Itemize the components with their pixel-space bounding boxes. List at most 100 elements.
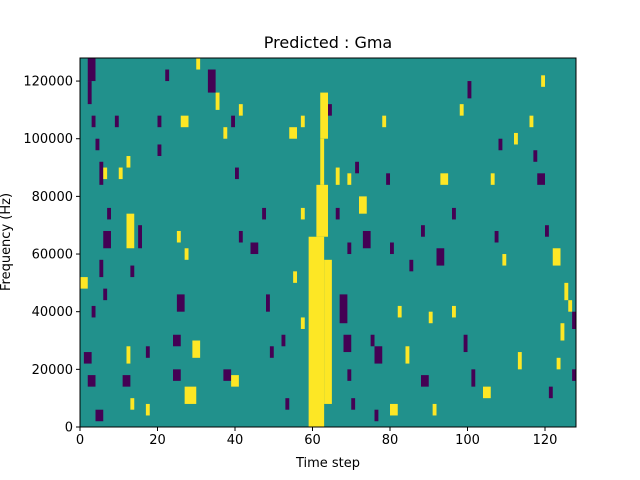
heatmap-cell-91 [452, 305, 456, 318]
heatmap-cell-98 [490, 173, 495, 185]
heatmap-cell-68 [347, 242, 352, 255]
heatmap-cell-32 [176, 294, 185, 312]
heatmap-cell-99 [494, 230, 499, 243]
heatmap-cell-86 [421, 375, 429, 387]
heatmap-cell-85 [421, 225, 425, 237]
heatmap-cell-43 [235, 167, 239, 180]
x-tick-label-2: 40 [227, 433, 244, 448]
heatmap-cell-39 [215, 92, 220, 110]
heatmap-cell-9 [103, 288, 108, 301]
x-tick-label-3: 60 [304, 433, 321, 448]
x-axis-label: Time step [295, 456, 360, 471]
heatmap-cell-82 [397, 305, 402, 318]
heatmap-cell-92 [452, 207, 456, 220]
heatmap-cell-74 [362, 230, 371, 249]
y-tick-label-2: 40000 [32, 305, 73, 320]
heatmap-cell-46 [231, 375, 239, 387]
heatmap-cell-45 [223, 369, 232, 381]
chart-title: Predicted : Gma [264, 33, 392, 52]
heatmap-cell-79 [386, 173, 391, 185]
heatmap-cell-58 [308, 236, 325, 427]
heatmap-cell-23 [138, 225, 143, 249]
heatmap-cell-88 [432, 403, 437, 416]
heatmap-cell-80 [390, 242, 394, 255]
heatmap-cell-83 [405, 346, 410, 364]
heatmap-cell-65 [335, 207, 340, 220]
heatmap-cell-30 [176, 230, 181, 243]
heatmap-cell-49 [266, 294, 270, 312]
heatmap-cell-42 [238, 104, 243, 116]
heatmap-cell-15 [114, 115, 119, 128]
heatmap-cell-50 [269, 346, 274, 358]
y-axis-ticks: 0 20000 40000 60000 80000 100000 120000 [23, 75, 80, 436]
heatmap-cell-112 [560, 323, 565, 341]
heatmap-cell-0 [87, 58, 96, 82]
y-tick-label-0: 0 [65, 421, 73, 436]
heatmap-cell-104 [529, 115, 534, 128]
heatmap-cell-22 [130, 398, 135, 410]
heatmap-cell-113 [564, 282, 569, 301]
heatmap-cell-10 [80, 277, 88, 289]
heatmap-cell-18 [126, 213, 135, 249]
heatmap-cell-61 [320, 138, 325, 185]
heatmap-cell-25 [145, 403, 150, 416]
heatmap-cell-27 [157, 144, 162, 157]
heatmap-cell-100 [498, 138, 503, 151]
heatmap-cell-12 [83, 352, 92, 364]
heatmap-cell-115 [572, 311, 577, 329]
heatmap-cell-109 [552, 248, 561, 266]
heatmap-cell-3 [95, 138, 100, 151]
y-tick-label-6: 120000 [23, 75, 73, 90]
heatmap-cell-29 [180, 115, 189, 128]
heatmap-cell-13 [87, 375, 96, 387]
heatmap-cell-52 [285, 398, 290, 410]
heatmap-cell-19 [130, 265, 135, 278]
x-tick-label-6: 120 [533, 433, 558, 448]
heatmap-cell-111 [556, 357, 561, 370]
heatmap-cell-4 [99, 161, 104, 185]
heatmap-cell-41 [231, 115, 236, 128]
x-tick-label-4: 80 [382, 433, 399, 448]
heatmap-cell-47 [250, 242, 259, 255]
heatmap-cell-110 [548, 386, 553, 399]
heatmap-cell-93 [459, 104, 464, 116]
heatmap-cell-107 [541, 75, 546, 87]
heatmap-cell-73 [359, 196, 367, 214]
heatmap-cell-97 [483, 386, 491, 399]
heatmap-cell-7 [103, 230, 111, 249]
x-tick-label-1: 20 [149, 433, 166, 448]
y-axis-label: Frequency (Hz) [0, 193, 14, 291]
heatmap-cell-84 [409, 259, 414, 272]
heatmap-cell-6 [107, 207, 112, 220]
heatmap-cell-90 [440, 173, 449, 185]
heatmap-cell-48 [262, 207, 267, 220]
heatmap-cell-87 [428, 311, 433, 324]
heatmap-cell-75 [370, 334, 375, 347]
heatmap-cell-37 [196, 58, 201, 70]
heatmap-cell-17 [126, 156, 131, 168]
heatmap-cell-35 [184, 386, 197, 404]
heatmap-cell-81 [390, 403, 398, 416]
heatmap-cell-116 [572, 369, 577, 381]
heatmap-cell-64 [335, 167, 340, 185]
heatmap-cell-71 [351, 398, 356, 410]
plot-frame [79, 57, 577, 428]
x-tick-label-0: 0 [76, 433, 84, 448]
heatmap-cell-63 [328, 104, 332, 116]
heatmap-cell-60 [320, 92, 328, 139]
y-tick-label-4: 80000 [32, 190, 73, 205]
heatmap-cell-55 [300, 207, 305, 220]
heatmap-cell-21 [122, 375, 131, 387]
heatmap-cell-33 [173, 334, 181, 347]
heatmap-cell-36 [192, 340, 201, 358]
heatmap-cell-38 [207, 69, 216, 93]
heatmap-cell-53 [289, 127, 297, 139]
y-tick-label-3: 60000 [32, 248, 73, 263]
heatmap-cell-5 [103, 167, 108, 180]
heatmap-cell-72 [355, 161, 360, 174]
heatmap-cell-14 [95, 409, 104, 422]
heatmap-cell-57 [293, 271, 298, 283]
heatmap-cell-67 [343, 334, 352, 353]
heatmap-cell-70 [347, 369, 352, 381]
x-tick-label-5: 100 [455, 433, 480, 448]
